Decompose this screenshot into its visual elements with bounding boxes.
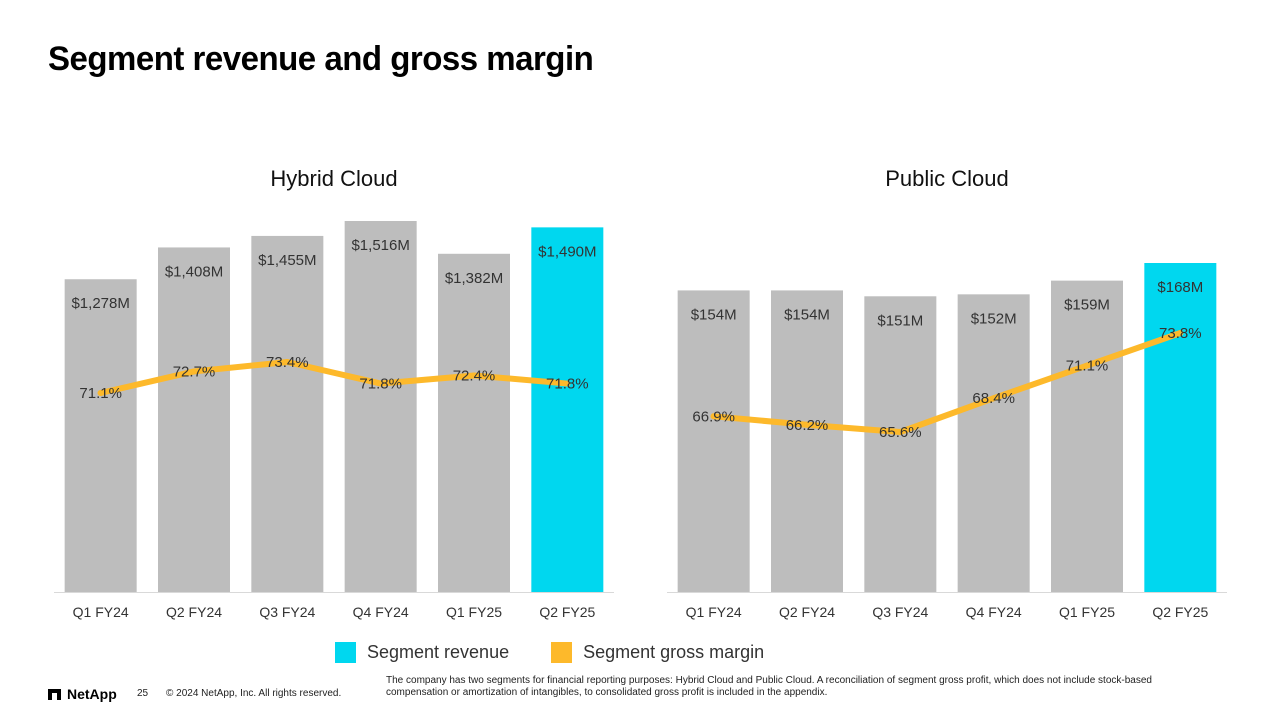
chart1-category-label-4: Q4 FY24: [353, 604, 409, 620]
chart2-bar-5: [1051, 280, 1123, 592]
chart1-margin-label-5: 72.4%: [453, 367, 496, 384]
legend-item-margin: Segment gross margin: [551, 642, 764, 663]
chart1-margin-label-4: 71.8%: [359, 376, 402, 393]
chart2-margin-point-5: [1084, 362, 1090, 369]
chart2-margin-point-4: [990, 395, 997, 402]
chart2-category-label-2: Q2 FY24: [779, 604, 835, 620]
chart2-margin-label-5: 71.1%: [1066, 358, 1109, 375]
chart2-category-label-4: Q4 FY24: [966, 604, 1022, 620]
chart1-revenue-label-4: $1,516M: [351, 237, 409, 254]
chart2-category-label-1: Q1 FY24: [686, 604, 742, 620]
chart1-revenue-label-2: $1,408M: [165, 263, 223, 280]
chart1-revenue-label-6: $1,490M: [538, 243, 596, 260]
chart1-title: Hybrid Cloud: [270, 166, 397, 191]
chart2-margin-label-2: 66.2%: [786, 417, 829, 434]
chart1-margin-point-1: [97, 390, 104, 396]
chart1-bar-5: [438, 253, 510, 592]
chart2-bar-4: [957, 294, 1030, 592]
chart2-category-label-3: Q3 FY24: [872, 604, 928, 620]
chart1-revenue-label-3: $1,455M: [258, 252, 316, 269]
legend-swatch-margin: [551, 642, 573, 663]
chart2-margin-point-3: [897, 429, 904, 435]
chart2-revenue-label-6: $168M: [1157, 279, 1203, 296]
chart1-margin-label-6: 71.8%: [546, 376, 589, 393]
netapp-logo-icon: [48, 688, 61, 700]
legend-item-revenue: Segment revenue: [335, 642, 509, 663]
chart1-bar-4: [344, 221, 417, 592]
chart1-margin-line: [97, 359, 571, 396]
page-title: Segment revenue and gross margin: [48, 40, 594, 78]
chart1-category-label-5: Q1 FY25: [446, 604, 502, 620]
copyright: © 2024 NetApp, Inc. All rights reserved.: [166, 688, 342, 699]
chart2-bar-6: [1144, 263, 1217, 592]
chart2-revenue-label-4: $152M: [971, 310, 1017, 327]
chart1-margin-point-3: [284, 359, 291, 365]
legend-label-margin: Segment gross margin: [583, 642, 765, 662]
chart1-category-label-6: Q2 FY25: [539, 604, 595, 620]
chart2-margin-label-1: 66.9%: [692, 408, 735, 425]
chart1-margin-point-5: [471, 372, 477, 379]
chart1-margin-label-2: 72.7%: [173, 363, 216, 380]
logo-text: NetApp: [67, 686, 117, 702]
legend-swatch-revenue: [335, 642, 356, 663]
legend: Segment revenue Segment gross margin: [335, 642, 806, 663]
chart1-bar-2: [158, 247, 230, 592]
chart1-category-label-1: Q1 FY24: [73, 604, 129, 620]
chart2-margin-point-2: [804, 421, 810, 428]
chart2-margin-label-3: 65.6%: [879, 424, 922, 441]
netapp-logo: NetApp: [48, 686, 117, 702]
chart1-bar-3: [251, 235, 324, 592]
chart2-margin-line: [710, 330, 1184, 435]
chart2-category-label-5: Q1 FY25: [1059, 604, 1115, 620]
chart2-bar-1: [677, 290, 750, 592]
chart1-margin-label-1: 71.1%: [79, 385, 122, 402]
chart2-margin-point-1: [710, 413, 717, 420]
chart2-revenue-label-2: $154M: [784, 306, 830, 323]
chart1-bar-1: [64, 279, 137, 592]
chart2-margin-label-6: 73.8%: [1159, 325, 1202, 342]
footnote: The company has two segments for financi…: [386, 675, 1152, 698]
chart1-margin-point-6: [564, 380, 571, 387]
chart1-margin-point-4: [377, 380, 384, 387]
chart1-margin-point-2: [191, 368, 197, 375]
legend-label-revenue: Segment revenue: [367, 642, 510, 662]
chart2-margin-point-6: [1177, 330, 1184, 336]
chart1-category-label-3: Q3 FY24: [259, 604, 315, 620]
chart1-revenue-label-1: $1,278M: [71, 295, 129, 312]
chart2-title: Public Cloud: [885, 166, 1009, 191]
chart2-revenue-label-1: $154M: [691, 306, 737, 323]
page-number: 25: [137, 688, 149, 699]
chart2-category-label-6: Q2 FY25: [1152, 604, 1208, 620]
chart1-bar-6: [531, 227, 604, 592]
chart2-revenue-label-5: $159M: [1064, 297, 1110, 314]
chart1-revenue-label-5: $1,382M: [445, 270, 503, 287]
chart1-margin-label-3: 73.4%: [266, 354, 309, 371]
chart2-margin-label-4: 68.4%: [972, 390, 1015, 407]
chart1-category-label-2: Q2 FY24: [166, 604, 222, 620]
chart2-revenue-label-3: $151M: [877, 312, 923, 329]
chart2-bar-3: [864, 296, 937, 592]
chart2-bar-2: [771, 290, 843, 592]
